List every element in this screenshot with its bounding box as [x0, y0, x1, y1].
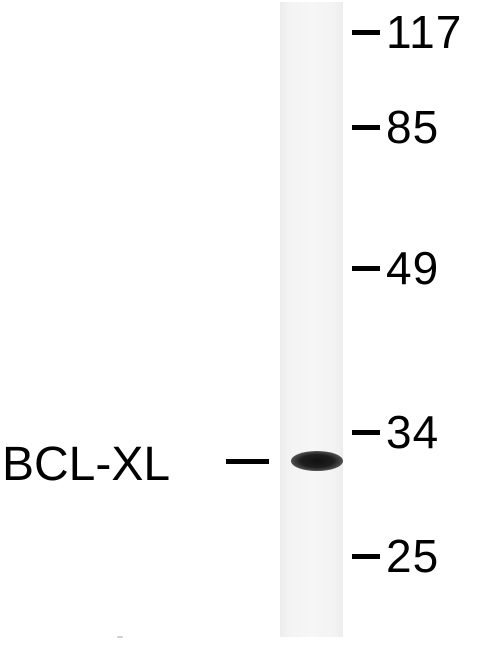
protein-name: BCL-XL	[2, 438, 171, 491]
blot-lane	[280, 2, 343, 637]
protein-band	[291, 451, 343, 471]
protein-pointer-line	[226, 459, 269, 464]
marker-85: 85	[352, 102, 439, 152]
marker-117: 117	[352, 7, 462, 57]
marker-tick	[352, 429, 380, 435]
marker-label: 49	[386, 242, 440, 294]
marker-tick	[352, 265, 380, 271]
marker-25: 25	[352, 531, 439, 581]
marker-label: 34	[386, 406, 440, 458]
marker-49: 49	[352, 243, 439, 293]
marker-label: 117	[386, 6, 463, 58]
marker-label: 85	[386, 101, 440, 153]
dust-speck	[117, 636, 123, 638]
marker-tick	[352, 553, 380, 559]
marker-tick	[352, 29, 380, 35]
protein-label: BCL-XL	[2, 438, 170, 492]
marker-34: 34	[352, 407, 439, 457]
marker-tick	[352, 124, 380, 130]
marker-label: 25	[386, 530, 440, 582]
